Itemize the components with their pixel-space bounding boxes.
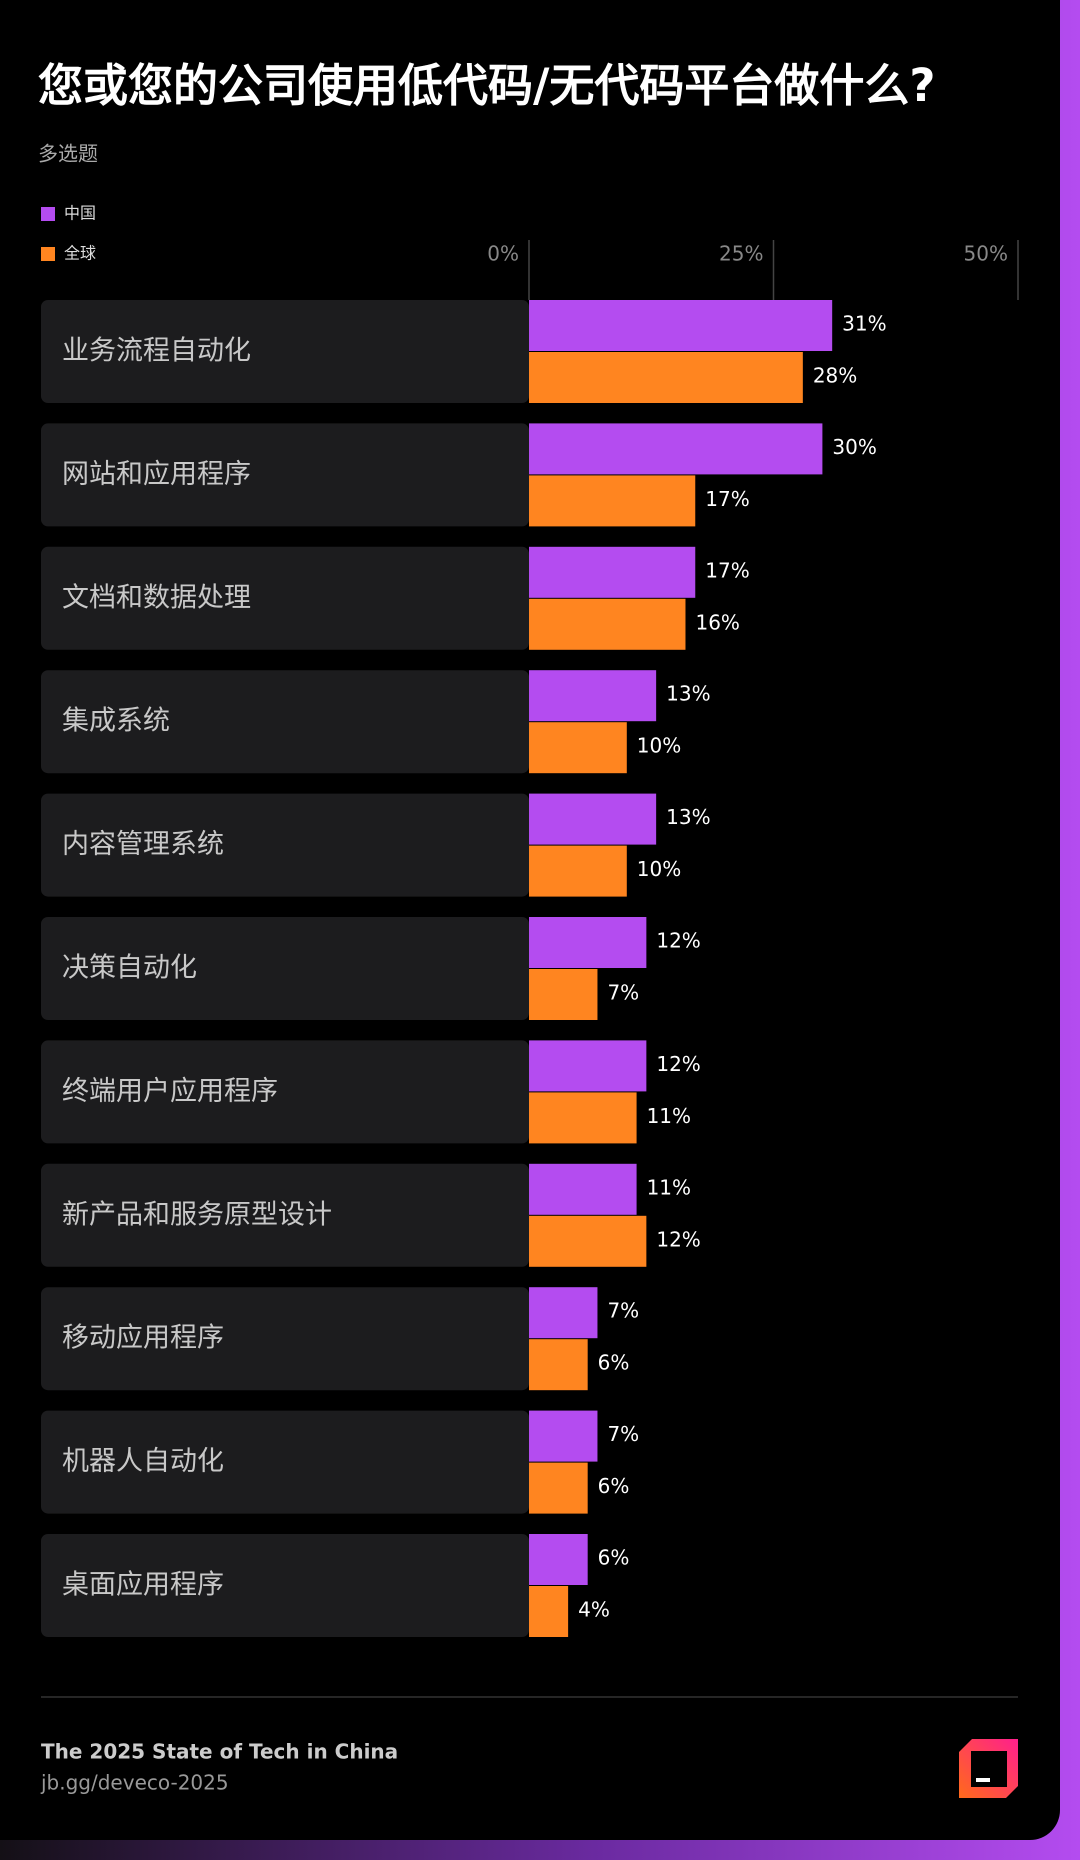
bar: [529, 845, 627, 897]
chart: 您或您的公司使用低代码/无代码平台做什么? 多选题 The 2025 State…: [38, 59, 1019, 1798]
value-label: 7%: [607, 1299, 639, 1323]
row-background: [41, 300, 529, 403]
bar: [529, 670, 657, 722]
value-label: 17%: [705, 487, 749, 511]
category-label: 网站和应用程序: [62, 459, 251, 490]
chart-subtitle: 多选题: [38, 142, 98, 166]
value-label: 16%: [695, 610, 739, 634]
value-label: 11%: [647, 1175, 691, 1199]
legend-swatch: [41, 207, 55, 221]
category-label: 机器人自动化: [62, 1446, 224, 1477]
logo: [959, 1739, 1018, 1798]
bar: [529, 793, 657, 845]
category-label: 终端用户应用程序: [62, 1076, 278, 1107]
x-tick-label: 50%: [964, 242, 1008, 266]
value-label: 11%: [647, 1104, 691, 1128]
row-background: [41, 793, 529, 897]
value-label: 6%: [598, 1546, 630, 1570]
category-label: 新产品和服务原型设计: [62, 1199, 332, 1230]
value-label: 10%: [637, 857, 681, 881]
bar: [529, 1586, 569, 1637]
category-label: 移动应用程序: [62, 1323, 224, 1354]
bar: [529, 1462, 588, 1514]
row-background: [41, 1163, 529, 1267]
chart-title: 您或您的公司使用低代码/无代码平台做什么?: [38, 59, 936, 112]
bar: [529, 969, 598, 1020]
row-background: [41, 670, 529, 774]
value-label: 12%: [656, 1052, 700, 1076]
row-background: [41, 423, 529, 527]
bar: [529, 722, 627, 774]
bar: [529, 475, 696, 527]
row-background: [41, 1534, 529, 1637]
row-background: [41, 1410, 529, 1514]
category-label: 桌面应用程序: [62, 1570, 224, 1601]
x-tick-label: 25%: [719, 242, 763, 266]
value-label: 17%: [705, 558, 749, 582]
category-label: 决策自动化: [62, 953, 197, 984]
value-label: 4%: [578, 1598, 610, 1622]
bar: [529, 352, 803, 403]
row-background: [41, 1287, 529, 1391]
category-label: 业务流程自动化: [62, 336, 251, 367]
value-label: 31%: [842, 312, 886, 336]
value-label: 10%: [637, 734, 681, 758]
category-label: 内容管理系统: [62, 829, 224, 860]
bar: [529, 1534, 588, 1585]
value-label: 7%: [607, 981, 639, 1005]
value-label: 12%: [656, 929, 700, 953]
value-label: 13%: [666, 805, 710, 829]
bar: [529, 1040, 647, 1092]
value-label: 13%: [666, 682, 710, 706]
category-label: 集成系统: [62, 706, 170, 737]
bar: [529, 300, 833, 351]
legend-label: 全球: [64, 244, 96, 263]
row-background: [41, 917, 529, 1020]
value-label: 30%: [832, 435, 876, 459]
bar: [529, 1410, 598, 1462]
legend-label: 中国: [64, 204, 96, 223]
panel: 您或您的公司使用低代码/无代码平台做什么? 多选题 The 2025 State…: [38, 59, 1019, 1798]
bar: [529, 1339, 588, 1391]
bar: [529, 1215, 647, 1267]
value-label: 12%: [656, 1227, 700, 1251]
bar: [529, 1287, 598, 1339]
bar: [529, 917, 647, 968]
bar: [529, 546, 696, 598]
row-background: [41, 1040, 529, 1144]
footer-url: jb.gg/deveco-2025: [40, 1771, 229, 1795]
legend-swatch: [41, 247, 55, 261]
bar: [529, 598, 686, 650]
value-label: 7%: [607, 1422, 639, 1446]
footer-source: The 2025 State of Tech in China: [41, 1740, 398, 1764]
value-label: 6%: [598, 1474, 630, 1498]
bar: [529, 1163, 637, 1215]
x-tick-label: 0%: [487, 242, 519, 266]
value-label: 28%: [813, 364, 857, 388]
bar: [529, 1092, 637, 1144]
bar: [529, 423, 823, 475]
value-label: 6%: [598, 1351, 630, 1375]
category-label: 文档和数据处理: [62, 582, 251, 613]
row-background: [41, 546, 529, 650]
